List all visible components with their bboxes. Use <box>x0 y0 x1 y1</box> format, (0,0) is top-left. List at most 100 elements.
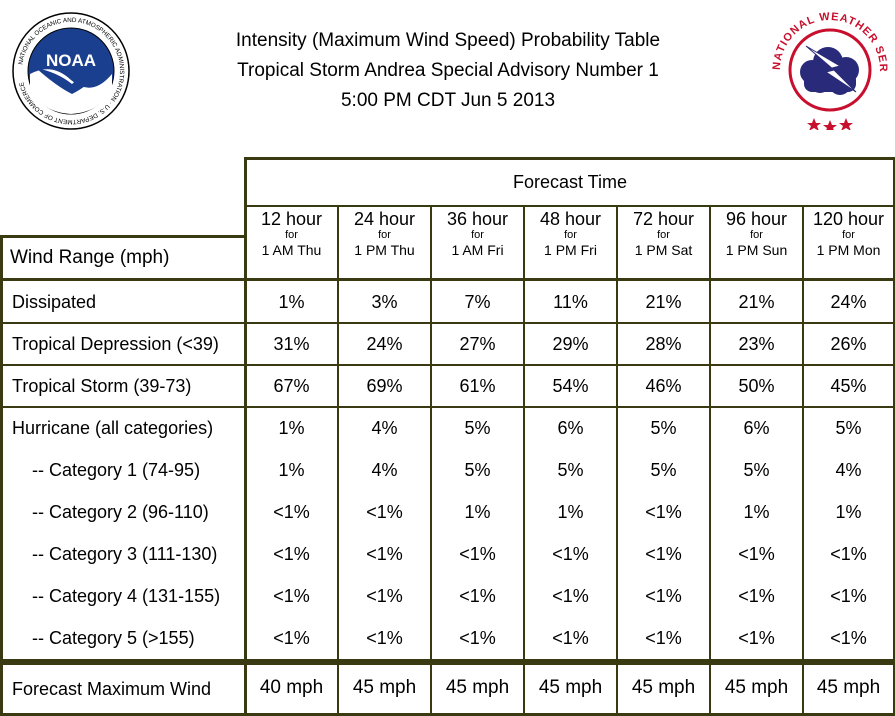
table-cell: 1% <box>464 501 491 522</box>
row-label: -- Category 5 (>155) <box>32 627 195 648</box>
noaa-wordmark: NOAA <box>46 51 96 70</box>
table-cell: 4% <box>835 459 862 480</box>
table-border <box>0 235 244 238</box>
table-cell: 1% <box>743 501 770 522</box>
table-cell: 6% <box>557 417 584 438</box>
table-cell: <1% <box>366 501 403 522</box>
table-cell: <1% <box>645 627 682 648</box>
column-for: for <box>378 229 391 241</box>
table-cell: 54% <box>552 375 589 396</box>
column-when: 1 PM Thu <box>354 242 415 258</box>
table-cell: 50% <box>738 375 775 396</box>
table-cell: <1% <box>738 543 775 564</box>
table-border <box>0 235 3 716</box>
column-header: 120 hour for 1 PM Mon <box>804 209 893 279</box>
table-cell: <1% <box>273 627 310 648</box>
table-cell: 5% <box>650 459 677 480</box>
table-border <box>709 205 711 716</box>
footer-cell: 45 mph <box>724 677 789 698</box>
column-when: 1 AM Thu <box>261 242 322 258</box>
table-cell: 4% <box>371 459 398 480</box>
table-border <box>244 205 895 207</box>
table-cell: 6% <box>743 417 770 438</box>
table-cell: 1% <box>557 501 584 522</box>
table-cell: 5% <box>650 417 677 438</box>
table-cell: <1% <box>830 585 867 606</box>
table-cell: <1% <box>645 543 682 564</box>
table-cell: <1% <box>645 501 682 522</box>
column-header: 24 hour for 1 PM Thu <box>339 209 430 279</box>
table-cell: <1% <box>459 585 496 606</box>
table-border <box>0 278 895 281</box>
footer-cell: 45 mph <box>352 677 417 698</box>
table-cell: 5% <box>557 459 584 480</box>
table-cell: 1% <box>835 501 862 522</box>
table-cell: <1% <box>738 627 775 648</box>
table-cell: <1% <box>366 627 403 648</box>
table-cell: 24% <box>830 291 867 312</box>
row-label: -- Category 1 (74-95) <box>32 459 201 480</box>
table-border <box>802 205 804 716</box>
column-hour: 36 hour <box>446 209 509 229</box>
footer-cell: 45 mph <box>445 677 510 698</box>
column-hour: 12 hour <box>260 209 323 229</box>
column-hour: 48 hour <box>539 209 602 229</box>
table-cell: 5% <box>835 417 862 438</box>
table-cell: <1% <box>552 627 589 648</box>
page-title: Intensity (Maximum Wind Speed) Probabili… <box>150 26 746 116</box>
table-cell: 21% <box>645 291 682 312</box>
table-cell: <1% <box>366 585 403 606</box>
column-header: 72 hour for 1 PM Sat <box>618 209 709 279</box>
table-cell: 69% <box>366 375 403 396</box>
table-cell: <1% <box>273 543 310 564</box>
table-cell: <1% <box>830 627 867 648</box>
column-header: 96 hour for 1 PM Sun <box>711 209 802 279</box>
footer-cell: 45 mph <box>538 677 603 698</box>
table-cell: 24% <box>366 333 403 354</box>
row-label: Tropical Depression (<39) <box>12 333 219 354</box>
table-cell: 1% <box>278 417 305 438</box>
table-cell: 29% <box>552 333 589 354</box>
column-header: 36 hour for 1 AM Fri <box>432 209 523 279</box>
noaa-logo: NOAA NATIONAL OCEANIC AND ATMOSPHERIC AD… <box>12 12 130 130</box>
title-line-3: 5:00 PM CDT Jun 5 2013 <box>340 90 556 111</box>
column-when: 1 PM Sat <box>634 242 693 258</box>
table-border <box>0 364 895 366</box>
table-cell: 26% <box>830 333 867 354</box>
table-border <box>337 205 339 716</box>
table-cell: 5% <box>743 459 770 480</box>
table-cell: <1% <box>645 585 682 606</box>
table-cell: 45% <box>830 375 867 396</box>
row-label: Hurricane (all categories) <box>12 417 214 438</box>
table-cell: <1% <box>552 543 589 564</box>
table-cell: 5% <box>464 417 491 438</box>
table-cell: <1% <box>830 543 867 564</box>
table-cell: 46% <box>645 375 682 396</box>
table-border <box>0 406 895 408</box>
column-for: for <box>285 229 298 241</box>
column-when: 1 AM Fri <box>451 242 504 258</box>
table-cell: <1% <box>366 543 403 564</box>
table-cell: 28% <box>645 333 682 354</box>
row-label: -- Category 3 (111-130) <box>32 543 218 564</box>
table-cell: 3% <box>371 291 398 312</box>
column-header: 12 hour for 1 AM Thu <box>246 209 337 279</box>
title-line-1: Intensity (Maximum Wind Speed) Probabili… <box>235 30 661 51</box>
column-for: for <box>471 229 484 241</box>
table-cell: 67% <box>273 375 310 396</box>
column-hour: 120 hour <box>812 209 885 229</box>
table-border <box>244 157 895 160</box>
table-border <box>0 659 895 662</box>
table-cell: <1% <box>552 585 589 606</box>
table-cell: 31% <box>273 333 310 354</box>
table-cell: 11% <box>553 291 588 312</box>
row-label: Tropical Storm (39-73) <box>12 375 192 396</box>
table-border <box>616 205 618 716</box>
row-label: Dissipated <box>12 291 97 312</box>
table-cell: 4% <box>371 417 398 438</box>
table-cell: 1% <box>278 459 305 480</box>
table-border <box>244 157 247 716</box>
footer-cell: 45 mph <box>631 677 696 698</box>
table-border <box>523 205 525 716</box>
table-border <box>430 205 432 716</box>
